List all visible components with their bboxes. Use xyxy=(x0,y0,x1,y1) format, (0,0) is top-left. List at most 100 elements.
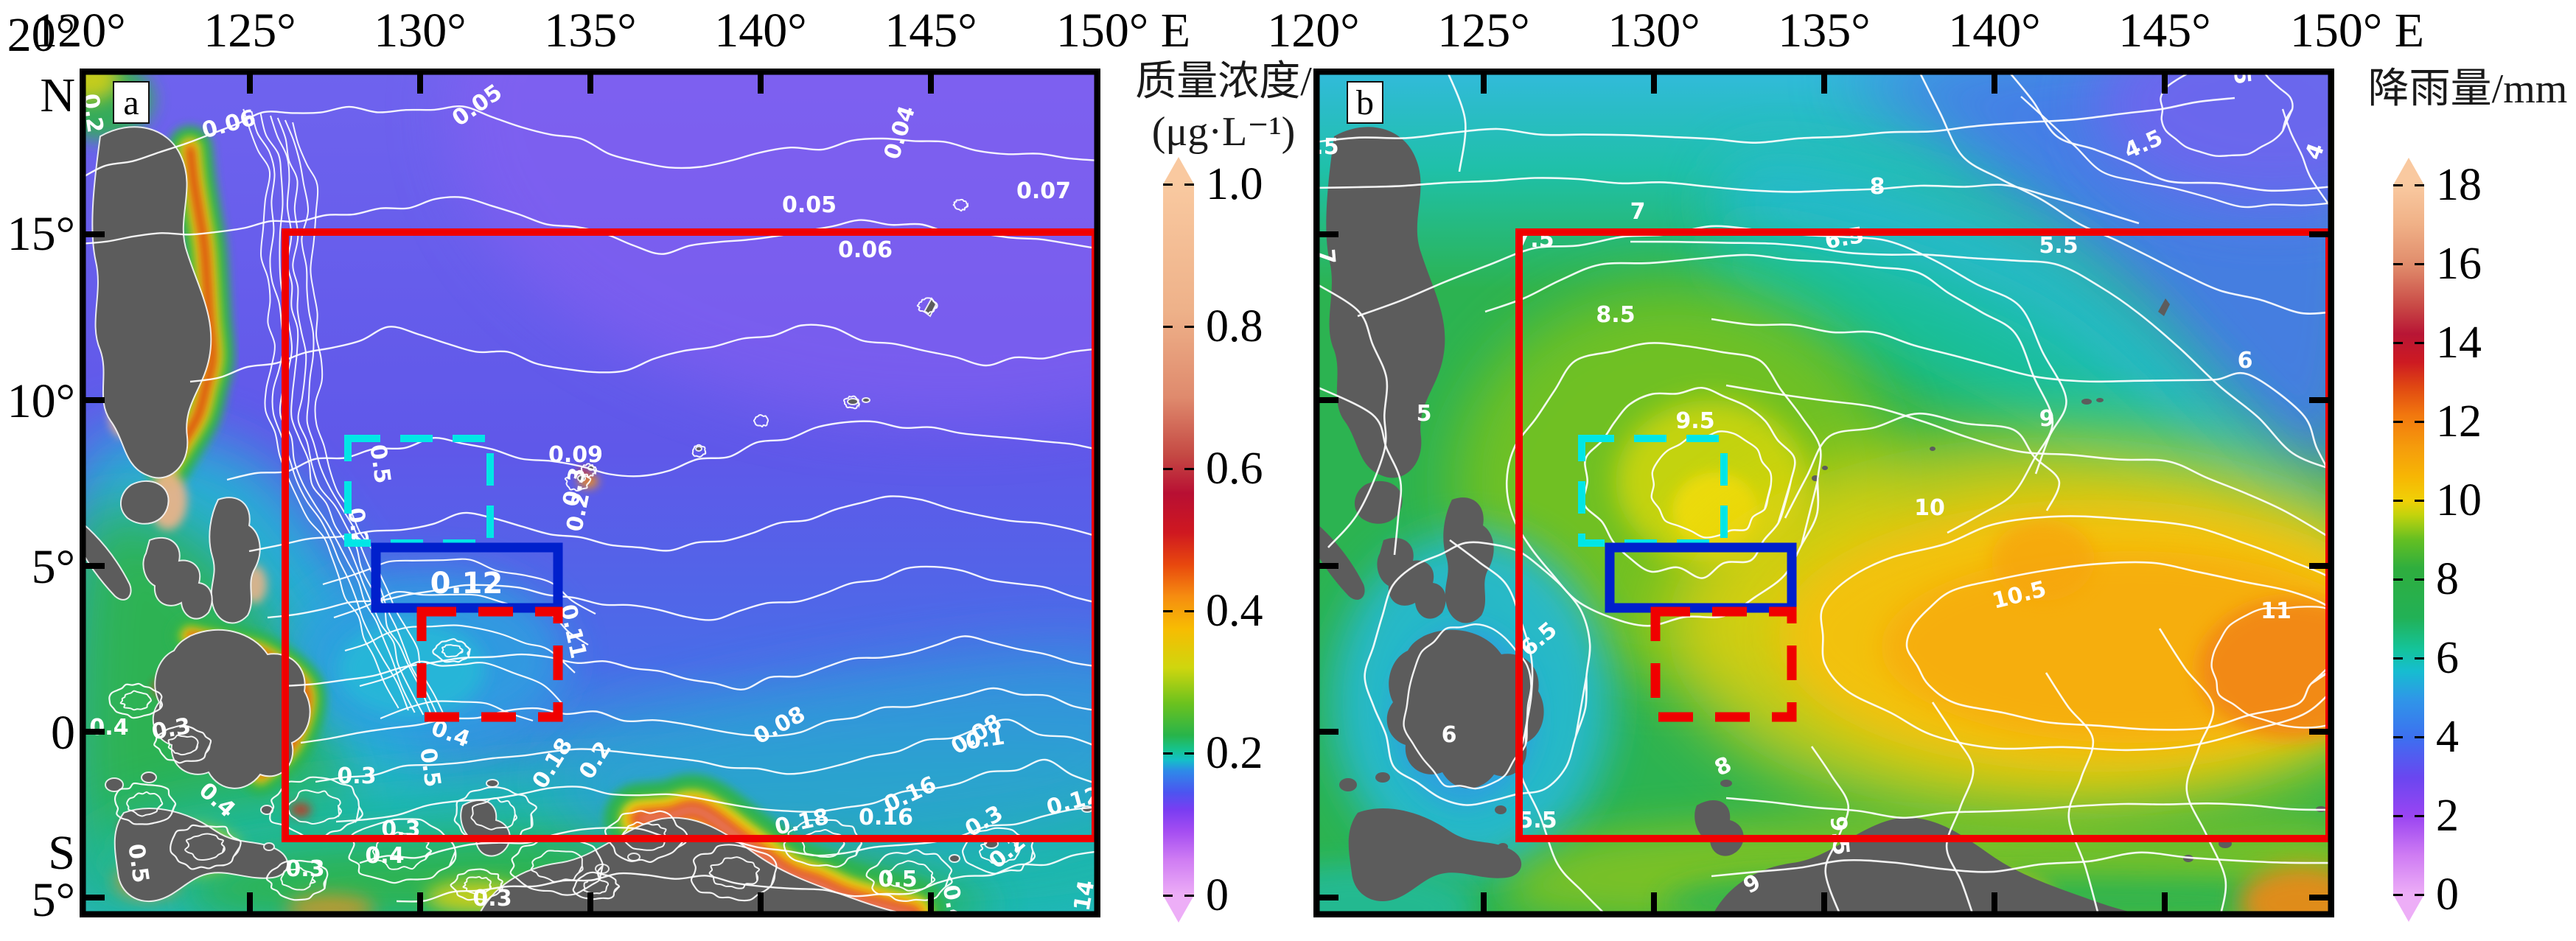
lat-tick-label: 0 xyxy=(51,706,75,760)
colorbar-tick xyxy=(2393,893,2403,896)
colorbar-tick xyxy=(1184,609,1194,612)
field-region xyxy=(1992,520,2095,601)
colorbar-tick xyxy=(1163,894,1173,897)
colorbar-tick xyxy=(1163,467,1173,470)
axis-ticks xyxy=(1319,74,2328,912)
lon-tick-label: 140° xyxy=(1948,4,2041,57)
colorbar-tick-label: 0.2 xyxy=(1206,728,1263,778)
lat-tick-label: S xyxy=(48,826,75,880)
colorbar-tick xyxy=(2415,499,2424,502)
contour-label: 5.5 xyxy=(1518,808,1557,833)
contour-label: 0.05 xyxy=(782,192,837,218)
colorbar-tick xyxy=(2393,735,2403,738)
lon-tick-label: 140° xyxy=(714,4,807,57)
map-frame xyxy=(1313,69,2334,917)
colorbar-tick xyxy=(1163,609,1173,612)
field-region xyxy=(290,802,311,817)
contour-label: 0.07 xyxy=(1016,178,1071,204)
lon-tick-label: 125° xyxy=(1437,4,1530,57)
colorbar-tick-label: 12 xyxy=(2436,396,2482,447)
colorbar-tick-label: 18 xyxy=(2436,160,2482,210)
contour-label: 0.16 xyxy=(859,805,913,830)
colorbar-tick xyxy=(2393,657,2403,660)
lon-tick-label: 130° xyxy=(374,4,467,57)
colorbar-tick-label: 0.8 xyxy=(1206,301,1263,351)
field-region xyxy=(448,69,1100,422)
contour-label: 0.4 xyxy=(89,715,128,741)
colorbar-tick xyxy=(2393,183,2403,186)
colorbar-tick-label: 8 xyxy=(2436,554,2459,604)
lat-tick-label: 5° xyxy=(31,540,75,594)
field-region xyxy=(2238,866,2334,917)
map-frame xyxy=(80,69,1100,917)
lat-tick-label: N xyxy=(40,69,75,122)
colorbar-tick-label: 1.0 xyxy=(1206,159,1263,209)
colorbar-tick xyxy=(2415,420,2424,423)
colorbar-tick-label: 6 xyxy=(2436,633,2459,683)
contour-lines xyxy=(1313,69,2334,917)
colorbar-tick xyxy=(1163,325,1173,328)
map-panel-a: 0.06 0.05 0.040.050.070.060.090.30.20.120.… xyxy=(80,69,1100,917)
field-region xyxy=(2095,69,2334,207)
contour-label: 11 xyxy=(2261,598,2291,624)
contour-label: 0.1 xyxy=(964,724,1007,755)
lon-tick-label: 130° xyxy=(1608,4,1700,57)
lon-tick-label: 125° xyxy=(203,4,296,57)
colorbar-tick xyxy=(1163,752,1173,755)
contour-label: 8 xyxy=(1870,174,1885,200)
colorbar-tick xyxy=(2393,262,2403,265)
colorbar-tick xyxy=(1184,183,1194,186)
colorbar-tick xyxy=(2415,262,2424,265)
corner-label: a xyxy=(123,83,139,122)
contour-label: 0.5 xyxy=(414,746,445,789)
colorbar-tick xyxy=(2393,341,2403,344)
axis-ticks xyxy=(85,74,934,912)
contour-label: 7 xyxy=(1630,199,1646,225)
colorbar-tick xyxy=(2415,341,2424,344)
lon-tick-label: 135° xyxy=(1778,4,1871,57)
red-dashed-region xyxy=(416,606,563,722)
colorbar-tick xyxy=(1184,894,1194,897)
colorbar-tick-label: 0 xyxy=(2436,870,2459,920)
colorbar-tick xyxy=(2415,183,2424,186)
contour-label: 6 xyxy=(1442,722,1457,748)
colorbar-tick-label: 0 xyxy=(1206,870,1229,920)
colorbar-gradient xyxy=(2393,158,2424,922)
colorbar-tick xyxy=(1184,325,1194,328)
lat-tick-label: 15° xyxy=(7,207,75,261)
contour-label: 6 xyxy=(2238,348,2253,374)
colorbar-tick-label: 16 xyxy=(2436,239,2482,289)
colorbar-tick-label: 4 xyxy=(2436,712,2459,762)
colorbar-tick xyxy=(1184,752,1194,755)
colorbar-tick-label: 10 xyxy=(2436,475,2482,525)
corner-label-box xyxy=(113,81,150,124)
blue-solid-region xyxy=(1605,542,1797,613)
colorbar-tick xyxy=(2393,499,2403,502)
contour-label: 9.5 xyxy=(1675,408,1714,434)
contour-label: 9 xyxy=(2039,406,2055,432)
contour-label: 0.06 xyxy=(838,237,893,263)
corner-label: b xyxy=(1356,83,1374,122)
colorbar-tick-label: 0.6 xyxy=(1206,444,1263,494)
colorbar-tick xyxy=(2415,814,2424,817)
contour-label: 8.5 xyxy=(1596,302,1635,328)
red-dashed-region xyxy=(1650,606,1797,722)
colorbar-title: 降雨量/mm xyxy=(2367,66,2568,112)
colorbar-tick xyxy=(2393,814,2403,817)
contour-label: 0.3 xyxy=(472,886,512,912)
lat-tick-label: 20° xyxy=(7,8,75,62)
colorbar-gradient xyxy=(1163,157,1194,923)
lon-tick-label: 145° xyxy=(2118,4,2211,57)
contour-labels: 54.545.5787.56.58.59.591010.511675.556.5… xyxy=(1313,69,2330,899)
colorbar-tick xyxy=(2415,657,2424,660)
lon-tick-label: 120° xyxy=(1267,4,1360,57)
colorbar-tick-label: 0.4 xyxy=(1206,586,1263,636)
contour-label: 0.3 xyxy=(337,763,376,789)
contour-label: 0.3 xyxy=(285,856,324,882)
colorbar-tick xyxy=(2415,735,2424,738)
corner-label-box xyxy=(1347,81,1383,124)
colorbar-tick xyxy=(2393,420,2403,423)
lon-tick-label: 145° xyxy=(884,4,977,57)
contour-label: 0.4 xyxy=(365,843,404,869)
contour-label: 7 xyxy=(1313,248,1340,265)
